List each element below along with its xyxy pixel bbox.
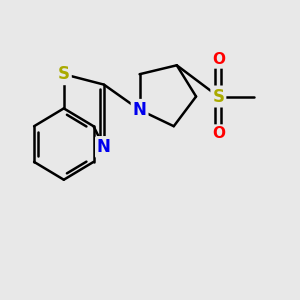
Text: O: O	[212, 126, 225, 141]
Text: S: S	[212, 88, 224, 106]
Text: O: O	[212, 52, 225, 67]
Text: N: N	[133, 101, 146, 119]
Text: N: N	[97, 138, 111, 156]
Text: S: S	[58, 65, 70, 83]
